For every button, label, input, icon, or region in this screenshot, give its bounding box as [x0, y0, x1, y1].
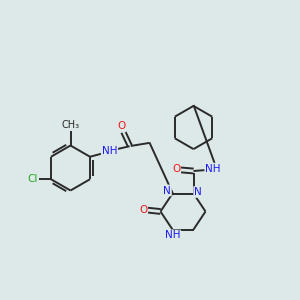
Text: O: O — [117, 122, 126, 131]
Text: O: O — [139, 205, 147, 215]
Text: N: N — [163, 185, 171, 196]
Text: NH: NH — [102, 146, 117, 156]
Text: NH: NH — [165, 230, 180, 241]
Text: Cl: Cl — [28, 174, 38, 184]
Text: O: O — [172, 164, 180, 174]
Text: CH₃: CH₃ — [61, 120, 80, 130]
Text: N: N — [194, 187, 202, 197]
Text: NH: NH — [205, 164, 221, 174]
